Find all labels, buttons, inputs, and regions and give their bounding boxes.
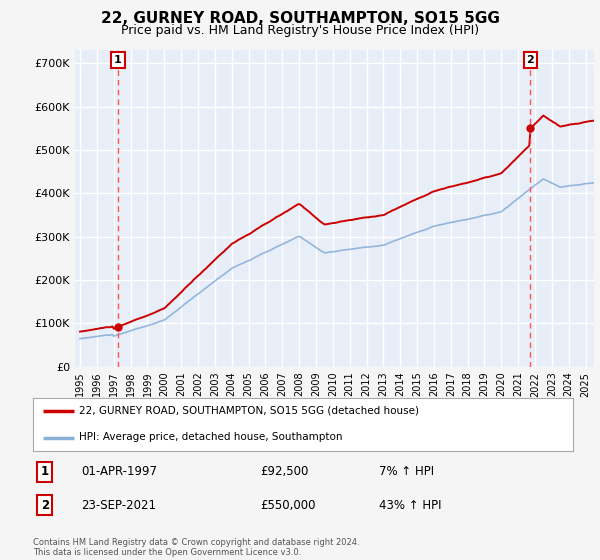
Text: £550,000: £550,000 bbox=[260, 499, 316, 512]
Text: 1: 1 bbox=[114, 55, 122, 65]
Text: 22, GURNEY ROAD, SOUTHAMPTON, SO15 5GG (detached house): 22, GURNEY ROAD, SOUTHAMPTON, SO15 5GG (… bbox=[79, 406, 419, 416]
Text: Price paid vs. HM Land Registry's House Price Index (HPI): Price paid vs. HM Land Registry's House … bbox=[121, 24, 479, 36]
Text: 7% ↑ HPI: 7% ↑ HPI bbox=[379, 465, 434, 478]
Text: 43% ↑ HPI: 43% ↑ HPI bbox=[379, 499, 441, 512]
Text: HPI: Average price, detached house, Southampton: HPI: Average price, detached house, Sout… bbox=[79, 432, 343, 442]
Text: Contains HM Land Registry data © Crown copyright and database right 2024.
This d: Contains HM Land Registry data © Crown c… bbox=[33, 538, 359, 557]
Text: £92,500: £92,500 bbox=[260, 465, 308, 478]
Text: 2: 2 bbox=[41, 499, 49, 512]
Text: 1: 1 bbox=[41, 465, 49, 478]
Text: 22, GURNEY ROAD, SOUTHAMPTON, SO15 5GG: 22, GURNEY ROAD, SOUTHAMPTON, SO15 5GG bbox=[101, 11, 499, 26]
Text: 2: 2 bbox=[527, 55, 535, 65]
Text: 23-SEP-2021: 23-SEP-2021 bbox=[82, 499, 157, 512]
Text: 01-APR-1997: 01-APR-1997 bbox=[82, 465, 158, 478]
